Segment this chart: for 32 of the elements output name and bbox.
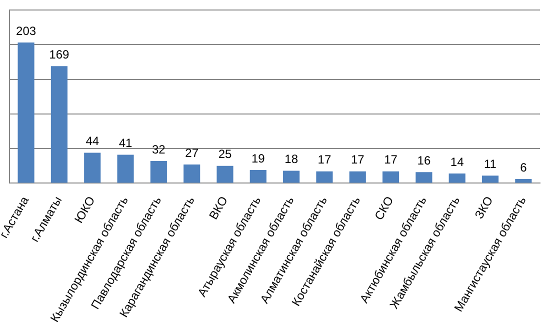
bar bbox=[50, 66, 68, 183]
bar bbox=[482, 176, 499, 183]
data-label: 32 bbox=[152, 142, 166, 156]
bar bbox=[184, 164, 200, 183]
data-label: 44 bbox=[86, 134, 100, 148]
bar bbox=[84, 152, 101, 183]
data-label: 11 bbox=[484, 156, 497, 171]
bar bbox=[316, 171, 333, 183]
data-label: 169 bbox=[49, 47, 70, 62]
bar bbox=[349, 171, 366, 183]
bar bbox=[18, 42, 34, 183]
bar bbox=[448, 173, 466, 183]
bar bbox=[515, 179, 532, 183]
data-label: 41 bbox=[118, 136, 133, 150]
data-label: 17 bbox=[318, 152, 332, 167]
bar bbox=[117, 154, 134, 183]
bar bbox=[250, 170, 266, 183]
data-label: 203 bbox=[16, 24, 36, 38]
bar bbox=[216, 166, 234, 183]
data-label: 19 bbox=[251, 151, 266, 166]
data-label: 25 bbox=[218, 147, 232, 162]
bar bbox=[150, 161, 167, 183]
data-label: 16 bbox=[417, 153, 431, 168]
data-label: 6 bbox=[520, 160, 528, 174]
data-label: 17 bbox=[384, 152, 398, 167]
bar bbox=[416, 172, 432, 183]
data-label: 17 bbox=[350, 152, 365, 167]
data-label: 14 bbox=[450, 154, 464, 169]
data-label: 18 bbox=[284, 152, 298, 166]
data-label: 27 bbox=[185, 146, 199, 160]
bar bbox=[283, 170, 300, 183]
bar bbox=[382, 171, 400, 183]
